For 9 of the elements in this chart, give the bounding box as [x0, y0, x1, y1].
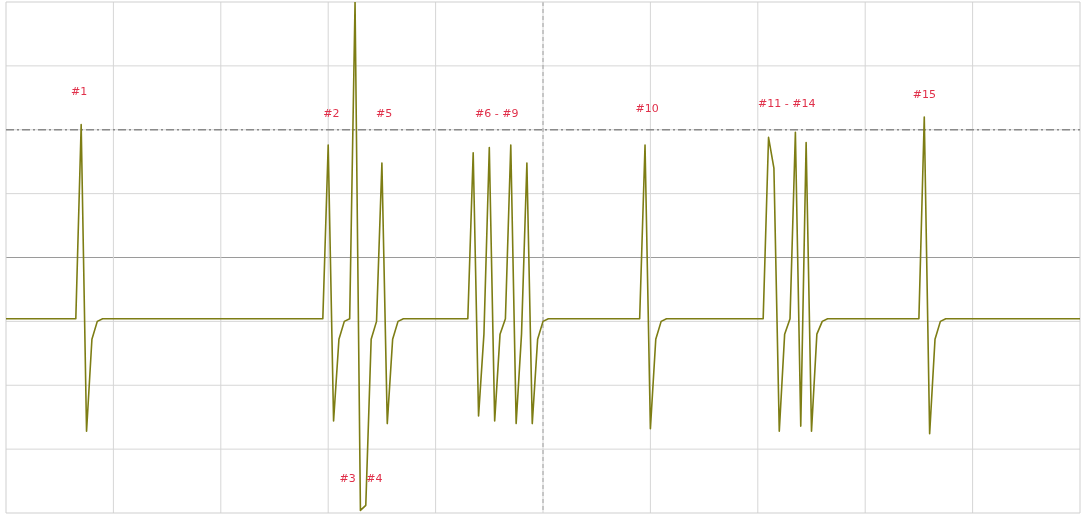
annotation: #5: [375, 107, 393, 121]
annotation: #6 - #9: [475, 107, 519, 121]
annotation: #4: [366, 471, 383, 485]
annotation: #2: [323, 107, 340, 121]
annotation: #10: [635, 102, 659, 116]
annotation: #11 - #14: [758, 97, 816, 111]
annotation: #1: [70, 84, 88, 98]
annotation: #3: [339, 471, 356, 485]
annotation: #15: [912, 87, 936, 101]
